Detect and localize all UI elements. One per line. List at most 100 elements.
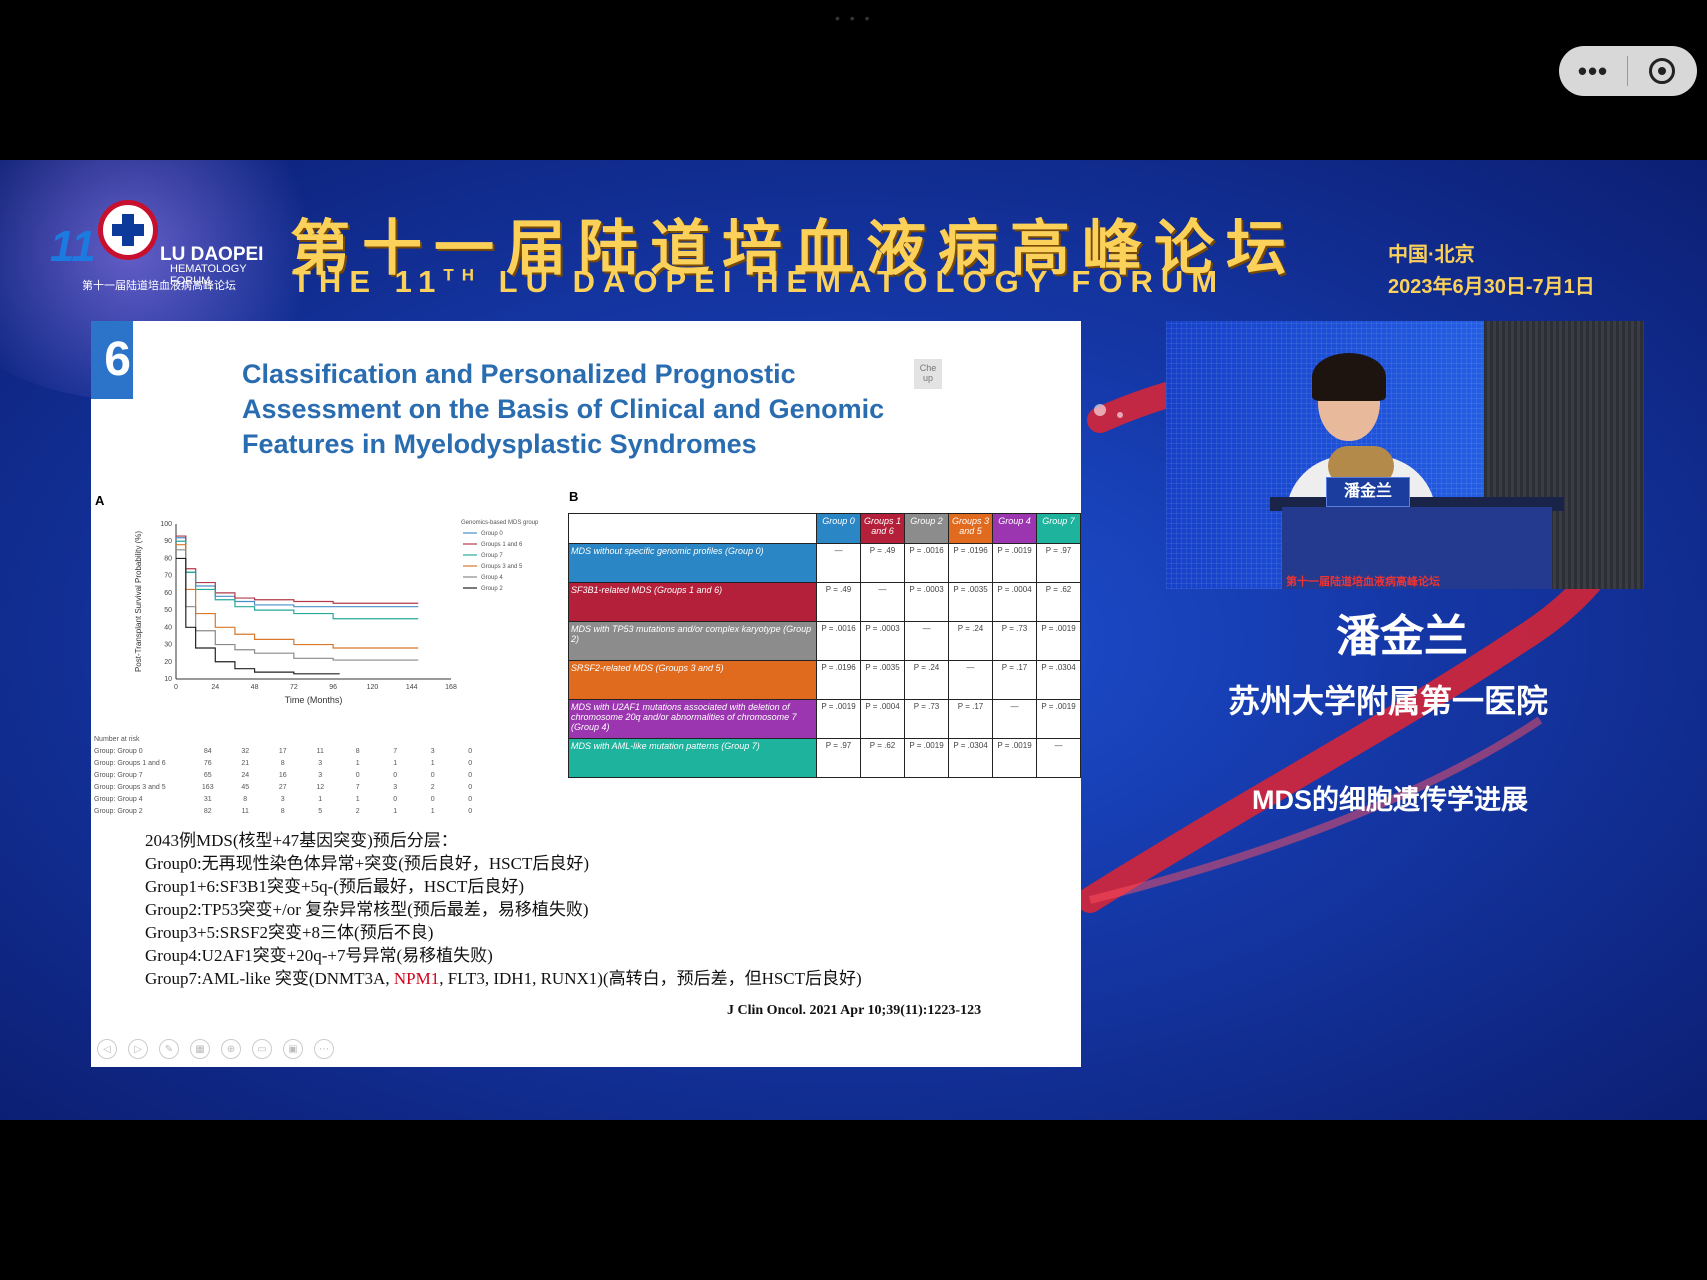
table-cell: P = .0019 — [1036, 699, 1081, 739]
table-row: MDS with TP53 mutations and/or complex k… — [568, 621, 1081, 661]
at-risk-value: 0 — [468, 807, 473, 815]
table-row: SF3B1-related MDS (Groups 1 and 6) P = .4… — [568, 582, 1081, 622]
at-risk-value: 7 — [355, 783, 360, 791]
zoom-icon[interactable]: ⊕ — [221, 1039, 241, 1059]
at-risk-value: 0 — [468, 795, 473, 803]
km-curve — [176, 540, 419, 620]
y-tick-label: 80 — [164, 555, 172, 562]
table-cell: P = .0035 — [948, 582, 993, 622]
table-cell: P = .0019 — [904, 738, 949, 778]
x-tick-label: 24 — [211, 684, 219, 691]
table-header-cell: Groups 1 and 6 — [860, 513, 905, 544]
note-line: Group4:U2AF1突变+20q-+7号异常(易移植失败) — [145, 946, 493, 965]
forum-logo: 11 LU DAOPEI HEMATOLOGY FORUM 第十一届陆道培血液病… — [40, 200, 280, 292]
table-cell: P = .0004 — [860, 699, 905, 739]
at-risk-value: 0 — [393, 795, 398, 803]
table-cell: P = .62 — [1036, 582, 1081, 622]
grid-icon[interactable]: ▦ — [190, 1039, 210, 1059]
table-cell: P = .0003 — [860, 621, 905, 661]
at-risk-group: Group: Groups 3 and 5 — [94, 783, 166, 791]
at-risk-value: 8 — [280, 807, 285, 815]
more-dots-icon[interactable]: ••• — [1577, 56, 1609, 86]
at-risk-value: 8 — [243, 795, 248, 803]
forum-date: 2023年6月30日-7月1日 — [1388, 276, 1595, 298]
km-curve — [176, 544, 419, 649]
pen-icon[interactable]: ✎ — [159, 1039, 179, 1059]
miniprogram-capsule: ••• — [1559, 46, 1697, 96]
at-risk-value: 12 — [316, 783, 325, 791]
y-tick-label: 60 — [164, 590, 172, 597]
y-tick-label: 20 — [164, 659, 172, 666]
x-tick-label: 144 — [406, 684, 418, 691]
note-line: Group2:TP53突变+/or 复杂异常核型(预后最差，易移植失败) — [145, 900, 589, 919]
name-plate: 潘金兰 — [1326, 477, 1410, 507]
at-risk-value: 3 — [318, 759, 323, 767]
x-tick-label: 168 — [445, 684, 457, 691]
at-risk-value: 65 — [203, 771, 212, 779]
note-line: Group3+5:SRSF2突变+8三体(预后不良) — [145, 923, 434, 942]
note-line: Group1+6:SF3B1突变+5q-(预后最好，HSCT后良好) — [145, 877, 525, 896]
table-cell: P = .62 — [860, 738, 905, 778]
table-corner — [568, 513, 817, 544]
table-cell: P = .0019 — [816, 699, 861, 739]
at-risk-value: 1 — [430, 807, 435, 815]
slide-number: 6 — [91, 321, 133, 399]
slide-notes: 2043例MDS(核型+47基因突变)预后分层： Group0:无再现性染色体异… — [145, 829, 862, 990]
note-line: Group0:无再现性染色体异常+突变(预后良好，HSCT后良好) — [145, 854, 590, 873]
at-risk-value: 1 — [355, 795, 360, 803]
at-risk-value: 2 — [430, 783, 435, 791]
km-curve — [176, 557, 340, 675]
table-cell: P = .0196 — [816, 660, 861, 700]
table-cell: P = .0004 — [992, 582, 1037, 622]
legend-entry: Groups 3 and 5 — [481, 564, 523, 570]
camera-icon[interactable]: ▣ — [283, 1039, 303, 1059]
presentation-slide: 6 Che up Classification and Personalized… — [91, 321, 1081, 1067]
at-risk-value: 3 — [393, 783, 398, 791]
legend-title: Genomics-based MDS group — [461, 520, 539, 526]
at-risk-value: 163 — [201, 783, 214, 791]
at-risk-value: 1 — [355, 759, 360, 767]
at-risk-value: 16 — [278, 771, 287, 779]
x-tick-label: 72 — [290, 684, 298, 691]
table-cell: P = .0016 — [904, 543, 949, 583]
number-at-risk-table: Number at risk Group: Group 0 84 32 17 11 8 7 3… — [94, 733, 489, 817]
group-comparison-table: Group 0 Groups 1 and 6 Group 2 Groups 3 and… — [568, 513, 1081, 778]
table-cell: — — [816, 543, 861, 583]
y-tick-label: 40 — [164, 624, 172, 631]
at-risk-value: 21 — [241, 759, 250, 767]
at-risk-group: Group: Group 2 — [94, 807, 143, 815]
at-risk-group: Group: Group 4 — [94, 795, 143, 803]
at-risk-value: 82 — [203, 807, 212, 815]
y-tick-label: 30 — [164, 642, 172, 649]
slide-controls: ◁ ▷ ✎ ▦ ⊕ ▭ ▣ ⋯ — [97, 1039, 334, 1059]
at-risk-value: 76 — [203, 759, 212, 767]
record-target-icon[interactable] — [1628, 58, 1696, 84]
at-risk-value: 0 — [355, 771, 360, 779]
at-risk-value: 0 — [468, 759, 473, 767]
km-curve — [176, 549, 419, 661]
table-header-cell: Groups 3 and 5 — [948, 513, 993, 544]
table-cell: P = .97 — [1036, 543, 1081, 583]
speaker-name: 潘金兰 — [1336, 612, 1468, 661]
table-cell: — — [904, 621, 949, 661]
at-risk-value: 1 — [393, 759, 398, 767]
table-cell: P = .0035 — [860, 660, 905, 700]
at-risk-value: 8 — [280, 759, 285, 767]
at-risk-row: Group: Group 7 65 24 16 3 0 0 0 0 — [94, 769, 489, 781]
prev-icon[interactable]: ◁ — [97, 1039, 117, 1059]
more-icon[interactable]: ⋯ — [314, 1039, 334, 1059]
table-cell: P = .0016 — [816, 621, 861, 661]
table-cell: P = .49 — [860, 543, 905, 583]
at-risk-value: 24 — [241, 771, 250, 779]
x-tick-label: 48 — [251, 684, 259, 691]
next-icon[interactable]: ▷ — [128, 1039, 148, 1059]
at-risk-value: 84 — [203, 747, 212, 755]
km-curve — [176, 535, 419, 604]
table-cell: — — [860, 582, 905, 622]
table-cell: P = .0304 — [948, 738, 993, 778]
km-curve — [176, 537, 419, 608]
podium-banner: 第十一届陆道培血液病高峰论坛 — [1286, 576, 1440, 588]
citation: J Clin Oncol. 2021 Apr 10;39(11):1223-12… — [727, 1003, 982, 1018]
slides-icon[interactable]: ▭ — [252, 1039, 272, 1059]
at-risk-value: 17 — [278, 747, 287, 755]
